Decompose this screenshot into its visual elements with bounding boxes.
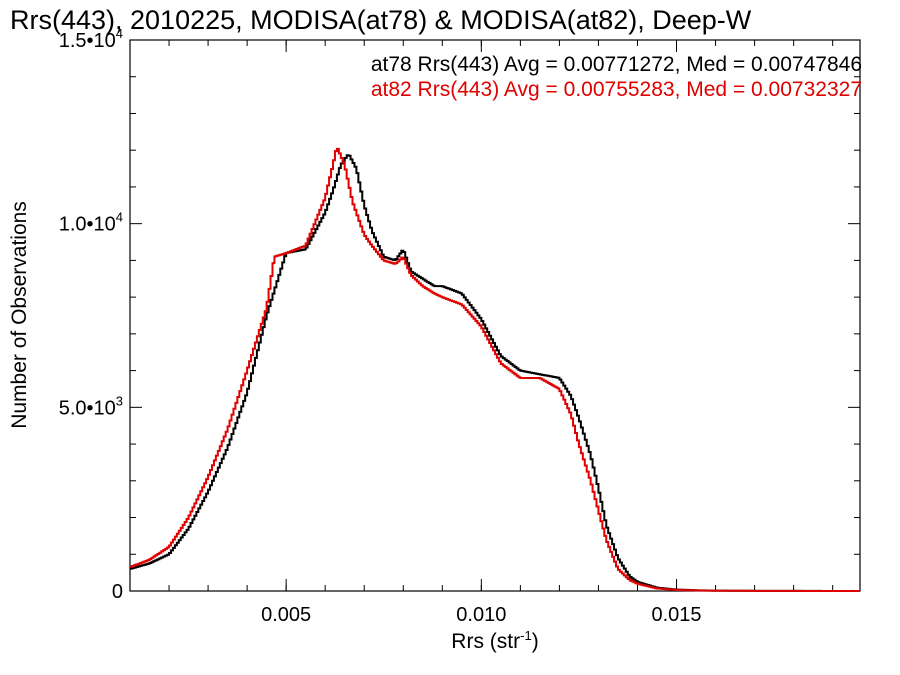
y-tick-label-1: 5.0•103: [59, 393, 123, 419]
y-tick-mantissa-1: 5.0•10: [59, 397, 116, 419]
y-tick-mantissa-2: 1.0•10: [59, 214, 116, 236]
y-tick-label-3: 1.5•104: [59, 26, 123, 52]
x-axis-label-sup: -1: [520, 628, 532, 643]
plot-frame: [129, 39, 861, 592]
y-tick-mantissa-0: 0: [112, 581, 123, 603]
legend-stat-at78: at78 Rrs(443) Avg = 0.00771272, Med = 0.…: [371, 53, 862, 76]
y-tick-exponent-3: 4: [116, 26, 123, 41]
x-axis-label: Rrs (str-1): [451, 628, 538, 653]
y-axis-label: Number of Observations: [8, 201, 31, 429]
x-tick-labels: 0.005 0.010 0.015: [261, 604, 701, 626]
x-tick-label-0: 0.005: [261, 604, 311, 626]
y-tick-mantissa-3: 1.5•10: [59, 30, 116, 52]
series-layer: [130, 147, 860, 592]
x-axis-label-close: ): [532, 630, 539, 653]
series-line-at82: [130, 147, 860, 592]
legend-stat-at82: at82 Rrs(443) Avg = 0.00755283, Med = 0.…: [371, 78, 862, 101]
x-tick-label-2: 0.015: [651, 604, 701, 626]
y-tick-exponent-1: 3: [116, 393, 123, 408]
axis-ticks: [129, 39, 860, 592]
y-tick-label-0: 0: [112, 581, 123, 603]
x-tick-label-1: 0.010: [456, 604, 506, 626]
y-tick-label-2: 1.0•104: [59, 210, 123, 236]
x-axis-label-main: Rrs (str: [451, 630, 520, 653]
y-tick-exponent-2: 4: [116, 210, 123, 225]
series-line-at78: [130, 154, 860, 592]
chart-title: Rrs(443), 2010225, MODISA(at78) & MODISA…: [10, 5, 752, 35]
